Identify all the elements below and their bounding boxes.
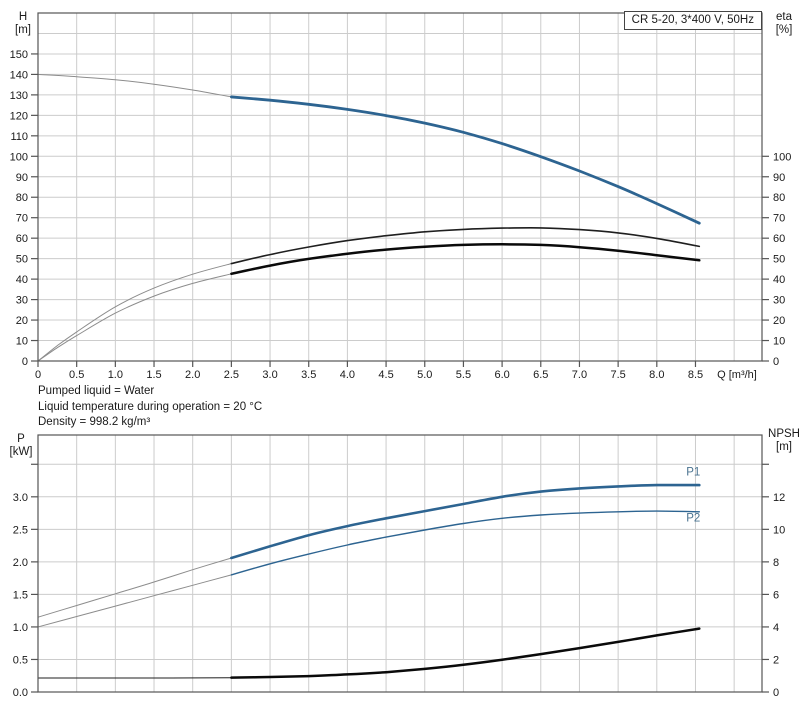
x-tick-label: 0.5 bbox=[69, 369, 84, 381]
x-tick-label: 5.5 bbox=[456, 369, 471, 381]
right-tick-label: 60 bbox=[773, 233, 785, 245]
npsh-axis-label-line2: [m] bbox=[776, 440, 792, 453]
x-tick-label: 2.5 bbox=[224, 369, 239, 381]
right-tick-label: 70 bbox=[773, 213, 785, 225]
pump-designation-box: CR 5-20, 3*400 V, 50Hz bbox=[623, 11, 762, 30]
x-tick-label: 1.5 bbox=[146, 369, 161, 381]
eta-pump-curve bbox=[230, 227, 701, 265]
x-tick-label: 4.5 bbox=[378, 369, 393, 381]
x-tick-label: 0 bbox=[35, 369, 41, 381]
x-axis-title: Q [m³/h] bbox=[717, 369, 757, 381]
power-axis-label-line2: [kW] bbox=[9, 445, 33, 458]
left-tick-label: 70 bbox=[16, 213, 28, 225]
head-curve-thin bbox=[37, 73, 232, 98]
curve-label-p1: P1 bbox=[686, 466, 700, 478]
head-axis-label-line1: H bbox=[18, 11, 28, 23]
right-tick-label: 10 bbox=[773, 524, 785, 536]
x-tick-label: 5.0 bbox=[417, 369, 432, 381]
left-tick-label: 20 bbox=[16, 315, 28, 327]
info-liquid-temperature: Liquid temperature during operation = 20… bbox=[38, 400, 263, 413]
right-tick-label: 20 bbox=[773, 315, 785, 327]
eta-pump-curve-thin bbox=[37, 263, 232, 362]
x-tick-label: 6.5 bbox=[533, 369, 548, 381]
left-tick-label: 3.0 bbox=[13, 492, 28, 504]
left-tick-label: 2.5 bbox=[13, 524, 28, 536]
eta-pump-motor-curve-thin bbox=[37, 273, 232, 362]
eta-axis-label: eta [%] bbox=[766, 11, 802, 36]
curve-label-p2: P2 bbox=[686, 513, 700, 525]
right-tick-label: 12 bbox=[773, 492, 785, 504]
x-tick-label: 8.5 bbox=[688, 369, 703, 381]
left-tick-label: 10 bbox=[16, 336, 28, 348]
x-tick-label: 1.0 bbox=[108, 369, 123, 381]
left-tick-label: 50 bbox=[16, 254, 28, 266]
head-axis-label: H [m] bbox=[6, 11, 40, 36]
left-tick-label: 0.5 bbox=[13, 654, 28, 666]
left-tick-label: 120 bbox=[10, 110, 28, 122]
pump-designation-text: CR 5-20, 3*400 V, 50Hz bbox=[631, 14, 754, 26]
right-tick-label: 50 bbox=[773, 254, 785, 266]
plot-frame bbox=[37, 12, 763, 362]
head-axis-label-line2: [m] bbox=[15, 23, 31, 36]
right-tick-label: 80 bbox=[773, 192, 785, 204]
left-tick-label: 2.0 bbox=[13, 557, 28, 569]
left-tick-label: 1.0 bbox=[13, 622, 28, 634]
p2-curve bbox=[230, 510, 700, 576]
liquid-info-block: Pumped liquid = Water Liquid temperature… bbox=[38, 384, 262, 431]
x-tick-label: 3.5 bbox=[301, 369, 316, 381]
left-tick-label: 60 bbox=[16, 233, 28, 245]
left-tick-label: 130 bbox=[10, 90, 28, 102]
x-tick-label: 6.0 bbox=[494, 369, 509, 381]
left-tick-label: 150 bbox=[10, 49, 28, 61]
right-tick-label: 0 bbox=[773, 356, 779, 368]
left-tick-label: 110 bbox=[10, 131, 28, 143]
left-tick-label: 100 bbox=[10, 151, 28, 163]
left-tick-label: 1.5 bbox=[13, 589, 28, 601]
info-density: Density = 998.2 kg/m³ bbox=[38, 416, 151, 428]
right-tick-label: 6 bbox=[773, 589, 779, 601]
x-tick-label: 8.0 bbox=[649, 369, 664, 381]
p2-curve-thin bbox=[37, 574, 232, 628]
power-axis-label-line1: P bbox=[17, 433, 25, 445]
left-tick-label: 140 bbox=[10, 69, 28, 81]
right-tick-label: 0 bbox=[773, 687, 779, 699]
npsh-curve bbox=[230, 627, 701, 679]
x-tick-label: 2.0 bbox=[185, 369, 200, 381]
x-tick-label: 3.0 bbox=[262, 369, 277, 381]
npsh-axis-label: NPSH [m] bbox=[763, 428, 805, 453]
eta-pump-motor-curve bbox=[230, 243, 701, 276]
info-pumped-liquid: Pumped liquid = Water bbox=[38, 385, 155, 397]
right-tick-label: 4 bbox=[773, 622, 779, 634]
right-tick-label: 30 bbox=[773, 295, 785, 307]
eta-axis-label-line2: [%] bbox=[775, 23, 793, 36]
p1-curve-thin bbox=[37, 557, 232, 618]
left-tick-label: 90 bbox=[16, 172, 28, 184]
left-tick-label: 0 bbox=[22, 356, 28, 368]
head-curve-duty bbox=[229, 95, 701, 225]
power-axis-label: P [kW] bbox=[2, 433, 40, 458]
x-tick-label: 7.5 bbox=[610, 369, 625, 381]
left-tick-label: 80 bbox=[16, 192, 28, 204]
p1-curve bbox=[230, 483, 701, 560]
right-tick-label: 90 bbox=[773, 172, 785, 184]
left-tick-label: 40 bbox=[16, 274, 28, 286]
eta-axis-label-line1: eta bbox=[776, 11, 792, 23]
right-tick-label: 100 bbox=[773, 151, 791, 163]
left-tick-label: 30 bbox=[16, 295, 28, 307]
plot-frame bbox=[37, 434, 763, 693]
x-tick-label: 7.0 bbox=[572, 369, 587, 381]
x-tick-label: 4.0 bbox=[340, 369, 355, 381]
right-tick-label: 10 bbox=[773, 336, 785, 348]
right-tick-label: 8 bbox=[773, 557, 779, 569]
right-tick-label: 2 bbox=[773, 654, 779, 666]
right-tick-label: 40 bbox=[773, 274, 785, 286]
left-tick-label: 0.0 bbox=[13, 687, 28, 699]
npsh-axis-label-line1: NPSH bbox=[768, 428, 800, 440]
